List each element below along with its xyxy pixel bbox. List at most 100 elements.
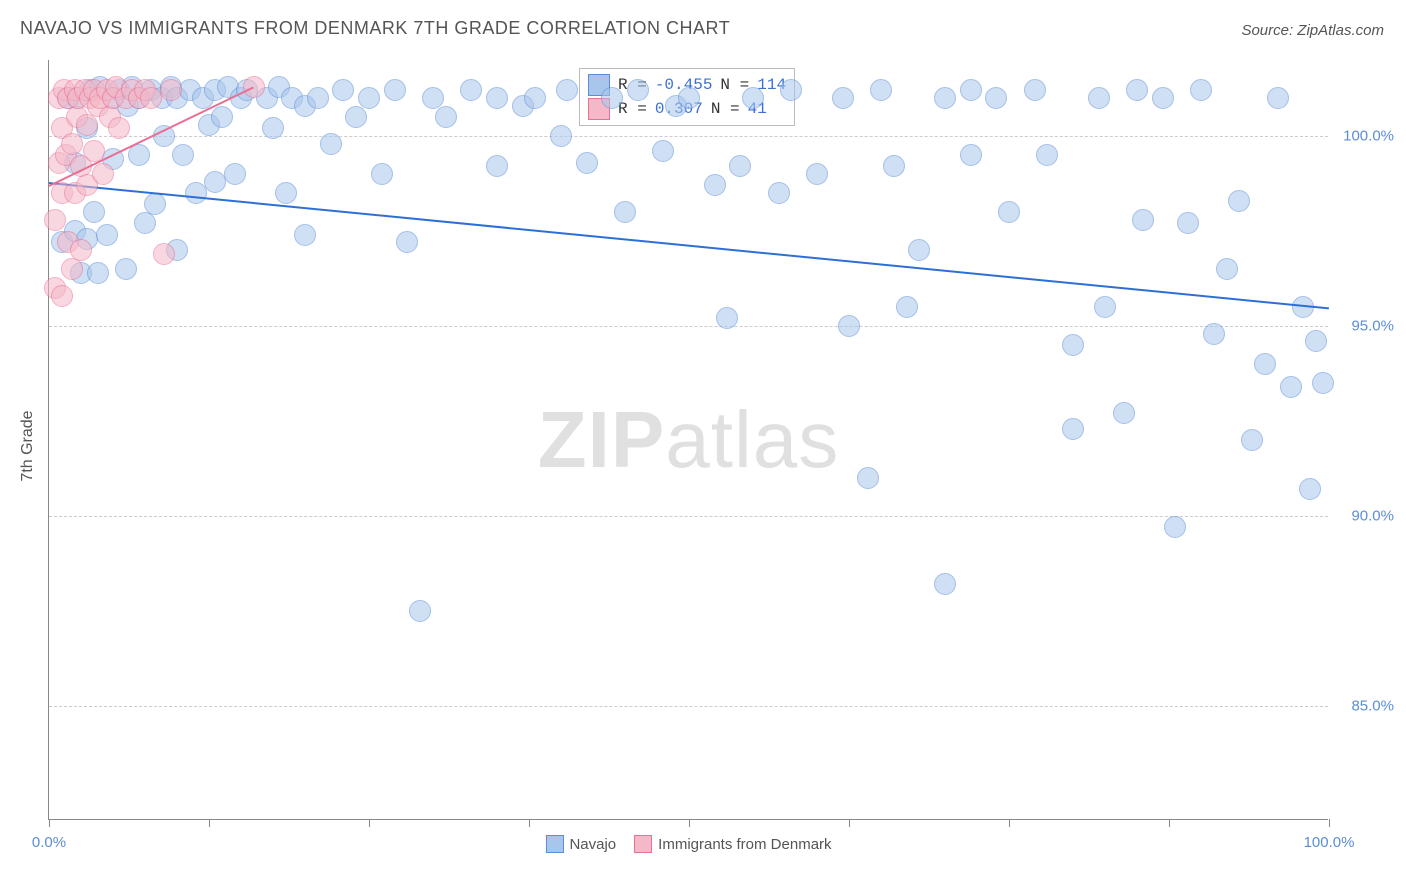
scatter-point bbox=[908, 239, 930, 261]
scatter-point bbox=[115, 258, 137, 280]
y-axis-label: 7th Grade bbox=[19, 410, 37, 481]
scatter-point bbox=[1254, 353, 1276, 375]
x-tick bbox=[529, 819, 530, 827]
scatter-point bbox=[1177, 212, 1199, 234]
scatter-point bbox=[768, 182, 790, 204]
scatter-point bbox=[1312, 372, 1334, 394]
scatter-point bbox=[224, 163, 246, 185]
scatter-point bbox=[960, 79, 982, 101]
bottom-legend-label-0: Navajo bbox=[569, 836, 616, 853]
scatter-point bbox=[384, 79, 406, 101]
stat-n-label-1: N = bbox=[711, 97, 740, 121]
scatter-point bbox=[1190, 79, 1212, 101]
bottom-legend-swatch-0 bbox=[545, 835, 563, 853]
scatter-point bbox=[371, 163, 393, 185]
scatter-point bbox=[92, 163, 114, 185]
scatter-point bbox=[704, 174, 726, 196]
scatter-point bbox=[1228, 190, 1250, 212]
scatter-point bbox=[61, 133, 83, 155]
scatter-point bbox=[550, 125, 572, 147]
scatter-point bbox=[160, 79, 182, 101]
x-tick bbox=[1009, 819, 1010, 827]
scatter-point bbox=[435, 106, 457, 128]
scatter-point bbox=[1203, 323, 1225, 345]
scatter-point bbox=[806, 163, 828, 185]
scatter-point bbox=[44, 209, 66, 231]
scatter-point bbox=[294, 224, 316, 246]
watermark-light: atlas bbox=[665, 395, 839, 484]
scatter-point bbox=[1094, 296, 1116, 318]
scatter-point bbox=[185, 182, 207, 204]
scatter-point bbox=[320, 133, 342, 155]
scatter-point bbox=[211, 106, 233, 128]
scatter-point bbox=[1062, 334, 1084, 356]
x-tick bbox=[1169, 819, 1170, 827]
scatter-point bbox=[1305, 330, 1327, 352]
scatter-point bbox=[108, 117, 130, 139]
scatter-point bbox=[70, 239, 92, 261]
scatter-point bbox=[153, 243, 175, 265]
scatter-point bbox=[716, 307, 738, 329]
scatter-point bbox=[134, 212, 156, 234]
scatter-point bbox=[524, 87, 546, 109]
scatter-point bbox=[556, 79, 578, 101]
scatter-point bbox=[627, 79, 649, 101]
scatter-point bbox=[61, 258, 83, 280]
scatter-point bbox=[1132, 209, 1154, 231]
scatter-point bbox=[883, 155, 905, 177]
trend-line bbox=[49, 182, 1329, 309]
scatter-point bbox=[934, 87, 956, 109]
gridline-h bbox=[49, 706, 1328, 707]
scatter-point bbox=[1036, 144, 1058, 166]
scatter-point bbox=[985, 87, 1007, 109]
watermark: ZIPatlas bbox=[538, 394, 839, 486]
scatter-point bbox=[409, 600, 431, 622]
scatter-point bbox=[1024, 79, 1046, 101]
scatter-point bbox=[729, 155, 751, 177]
x-tick bbox=[209, 819, 210, 827]
bottom-legend-label-1: Immigrants from Denmark bbox=[658, 836, 831, 853]
scatter-point bbox=[742, 87, 764, 109]
scatter-point bbox=[896, 296, 918, 318]
scatter-point bbox=[422, 87, 444, 109]
x-tick-label: 0.0% bbox=[32, 834, 66, 851]
scatter-point bbox=[614, 201, 636, 223]
scatter-point bbox=[1216, 258, 1238, 280]
y-tick-label: 95.0% bbox=[1351, 318, 1394, 335]
scatter-point bbox=[96, 224, 118, 246]
scatter-point bbox=[76, 114, 98, 136]
scatter-point bbox=[396, 231, 418, 253]
gridline-h bbox=[49, 326, 1328, 327]
scatter-point bbox=[780, 79, 802, 101]
x-tick bbox=[1329, 819, 1330, 827]
scatter-point bbox=[345, 106, 367, 128]
gridline-h bbox=[49, 516, 1328, 517]
scatter-point bbox=[678, 87, 700, 109]
x-tick bbox=[689, 819, 690, 827]
scatter-point bbox=[1164, 516, 1186, 538]
y-tick-label: 85.0% bbox=[1351, 698, 1394, 715]
x-tick bbox=[849, 819, 850, 827]
plot-area: ZIPatlas R = -0.455 N = 114 R = 0.307 N … bbox=[48, 60, 1328, 820]
scatter-point bbox=[51, 285, 73, 307]
x-tick bbox=[49, 819, 50, 827]
watermark-bold: ZIP bbox=[538, 395, 665, 484]
scatter-point bbox=[998, 201, 1020, 223]
scatter-point bbox=[1267, 87, 1289, 109]
source-label: Source: ZipAtlas.com bbox=[1241, 22, 1384, 39]
bottom-legend-swatch-1 bbox=[634, 835, 652, 853]
scatter-point bbox=[172, 144, 194, 166]
scatter-point bbox=[601, 87, 623, 109]
bottom-legend-item-1: Immigrants from Denmark bbox=[634, 835, 831, 853]
scatter-point bbox=[870, 79, 892, 101]
scatter-point bbox=[934, 573, 956, 595]
scatter-point bbox=[1113, 402, 1135, 424]
scatter-point bbox=[1062, 418, 1084, 440]
scatter-point bbox=[1152, 87, 1174, 109]
scatter-point bbox=[486, 155, 508, 177]
chart-title: NAVAJO VS IMMIGRANTS FROM DENMARK 7TH GR… bbox=[20, 18, 730, 39]
chart-container: NAVAJO VS IMMIGRANTS FROM DENMARK 7TH GR… bbox=[0, 0, 1406, 892]
bottom-legend-item-0: Navajo bbox=[545, 835, 616, 853]
scatter-point bbox=[1280, 376, 1302, 398]
bottom-legend: Navajo Immigrants from Denmark bbox=[545, 835, 831, 853]
